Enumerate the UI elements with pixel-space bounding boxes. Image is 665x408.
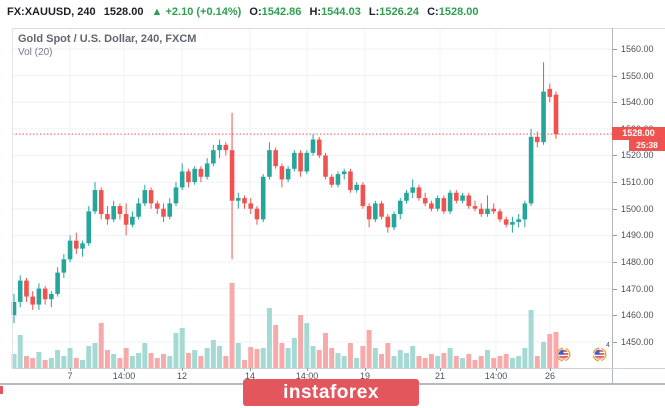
time-axis-label: 19 <box>359 371 371 381</box>
pane-left-border <box>12 28 13 368</box>
time-axis-separator[interactable] <box>12 368 665 369</box>
price-change: +2.10 (+0.14%) <box>165 6 242 18</box>
low-value: 1526.24 <box>379 6 420 18</box>
price-axis-label: 1500.00 <box>621 203 654 214</box>
time-axis-label: 12 <box>176 371 188 381</box>
price-axis-tick <box>613 235 617 237</box>
price-axis-label: 1520.00 <box>621 150 654 161</box>
time-axis-tick <box>440 368 441 371</box>
price-axis-tick <box>613 102 617 104</box>
high-label: H: <box>309 6 322 18</box>
price-axis-tick <box>613 75 617 77</box>
chart-title[interactable]: Gold Spot / U.S. Dollar, 240, FXCM <box>18 33 197 45</box>
us-flag-event-icon[interactable] <box>592 347 607 362</box>
price-axis-label: 1480.00 <box>621 256 654 267</box>
open-label: O: <box>249 6 262 18</box>
high-value: 1544.03 <box>321 6 361 18</box>
us-flag-event-icon[interactable] <box>556 347 571 362</box>
time-axis-tick <box>182 368 183 371</box>
time-axis-tick <box>307 368 308 371</box>
time-axis-label: 14:00 <box>112 371 136 381</box>
time-axis-tick <box>496 368 497 371</box>
price-axis-tick <box>613 288 617 290</box>
change-up-arrow-icon: ▲ <box>151 6 163 18</box>
price-axis-label: 1460.00 <box>621 310 654 321</box>
time-axis-tick <box>124 368 125 371</box>
volume-indicator-label[interactable]: Vol (20) <box>18 47 53 58</box>
price-axis-label: 1540.00 <box>621 97 654 108</box>
symbol-header: FX:XAUUSD, 240 1528.00 ▲ +2.10 (+0.14%) … <box>7 6 478 18</box>
time-axis-tick <box>550 368 551 371</box>
price-axis-label: 1490.00 <box>621 230 654 241</box>
last-price: 1528.00 <box>103 6 144 18</box>
price-axis-label: 1450.00 <box>621 336 654 347</box>
instaforex-watermark: instaforex <box>243 379 419 406</box>
price-axis-tick <box>613 315 617 317</box>
bar-countdown-badge: 25:38 <box>629 140 665 151</box>
price-axis-tick <box>613 182 617 184</box>
time-axis-label: 26 <box>544 371 556 381</box>
event-count-badge: 4 <box>606 342 610 349</box>
price-axis-tick <box>613 261 617 263</box>
price-axis-label: 1470.00 <box>621 283 654 294</box>
time-axis-label: 14:00 <box>295 371 319 381</box>
symbol-name[interactable]: FX:XAUUSD, 240 <box>7 6 96 18</box>
last-price-badge: 1528.00 <box>612 127 665 140</box>
time-axis-tick <box>365 368 366 371</box>
price-axis-label: 1560.00 <box>621 44 654 54</box>
time-axis-tick <box>70 368 71 371</box>
time-axis-tick <box>250 368 251 371</box>
price-axis-tick <box>613 341 617 343</box>
close-value: 1528.00 <box>438 6 479 18</box>
close-label: C: <box>427 6 439 18</box>
time-axis-label: 14:00 <box>484 371 508 381</box>
price-axis-tick <box>613 155 617 157</box>
time-axis-label: 21 <box>434 371 446 381</box>
time-axis-label: 7 <box>67 371 73 381</box>
price-axis-tick <box>613 208 617 210</box>
pane-top-border <box>12 28 665 29</box>
low-label: L: <box>368 6 380 18</box>
price-axis-tick <box>613 49 617 50</box>
time-axis-label: 14 <box>244 371 256 381</box>
corner-red-sliver <box>0 386 3 394</box>
price-axis-separator[interactable] <box>612 28 613 383</box>
price-axis-label: 1510.00 <box>621 177 654 188</box>
open-value: 1542.86 <box>261 6 302 18</box>
price-axis-label: 1550.00 <box>621 70 654 81</box>
